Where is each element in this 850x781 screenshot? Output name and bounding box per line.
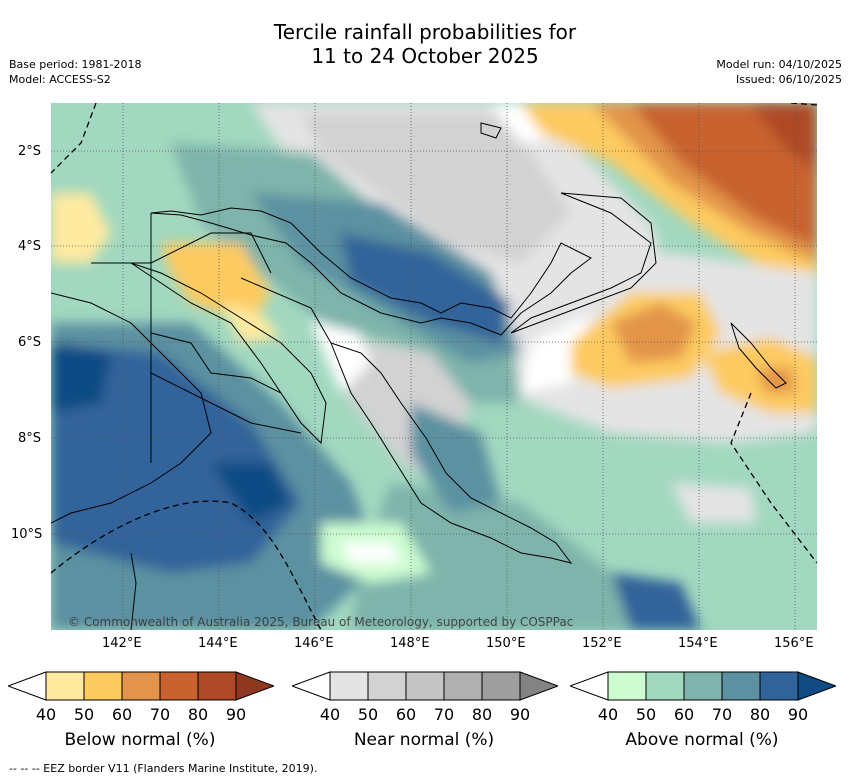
meta-right: Model run: 04/10/2025 Issued: 06/10/2025 [716,57,842,87]
lat-label-4s: 4°S [18,239,42,254]
lat-label-8s: 8°S [18,431,42,446]
coastlines [51,122,787,630]
colorbar-segment [607,671,647,701]
colorbar-above-normal [570,671,836,701]
above-normal-strong [341,233,511,343]
colorbar-segment [83,671,123,701]
colorbar-segment [683,671,723,701]
graticule [51,103,817,630]
base-period: Base period: 1981-2018 [9,58,142,71]
colorbar-segment [367,671,407,701]
colorbar-title-below: Below normal (%) [64,730,216,750]
colorbar-segment [197,671,237,701]
colorbar-extend-low [292,671,331,701]
colorbar-segment [121,671,161,701]
lon-label-154e: 154°E [678,636,718,651]
new-guinea-coast [150,207,592,336]
copyright-text: © Commonwealth of Australia 2025, Bureau… [68,615,573,629]
colorbar-tick-label: 40 [319,705,341,724]
rainfall-probability-map: © Commonwealth of Australia 2025, Bureau… [51,103,817,630]
colorbar-segment [443,671,483,701]
model-run: Model run: 04/10/2025 [716,58,842,71]
lon-label-156e: 156°E [774,636,814,651]
lon-label-144e: 144°E [198,636,238,651]
colorbar-tick-label: 60 [111,705,133,724]
new-britain [510,192,657,334]
lon-label-142e: 142°E [102,636,142,651]
colorbar-near-normal [292,671,558,701]
colorbar-title-near: Near normal (%) [353,730,495,750]
colorbar-extend-high [235,671,274,701]
cape-york [130,552,137,630]
title-line-2: 11 to 24 October 2025 [311,44,539,68]
lon-label-146e: 146°E [294,636,334,651]
colorbar-tick-label: 90 [787,705,809,724]
colorbar-tick-label: 60 [395,705,417,724]
colorbar-segment [45,671,85,701]
lat-label-2s: 2°S [18,144,42,159]
eez-borders [51,103,817,630]
colorbar-extend-low [8,671,47,701]
colorbar-extend-low [570,671,609,701]
colorbar-tick-label: 70 [149,705,171,724]
west-coast [51,292,212,524]
colorbar-segment [405,671,445,701]
meta-left: Base period: 1981-2018 Model: ACCESS-S2 [9,57,141,87]
colorbar-extend-high [519,671,558,701]
above-normal-south [351,483,691,630]
colorbar-tick-label: 50 [73,705,95,724]
above-normal-southwest-core [51,343,301,573]
colorbar-title-above: Above normal (%) [625,730,779,750]
lat-label-10s: 10°S [11,527,43,542]
colorbar-segment [645,671,685,701]
colorbar-tick-label: 80 [471,705,493,724]
colorbar-tick-label: 40 [597,705,619,724]
lon-label-150e: 150°E [486,636,526,651]
bougainville [730,322,787,389]
admin-borders [91,213,332,463]
colorbar-tick-label: 90 [225,705,247,724]
colorbar-segment [329,671,369,701]
colorbar-tick-label: 50 [635,705,657,724]
colorbar-tick-label: 70 [711,705,733,724]
lon-label-148e: 148°E [390,636,430,651]
papuan-peninsula [330,342,573,564]
colorbar-extend-high [797,671,836,701]
colorbar-segment [721,671,761,701]
near-normal-southeast [671,483,756,523]
new-ireland [480,122,502,139]
colorbar-tick-label: 90 [509,705,531,724]
colorbar-tick-label: 50 [357,705,379,724]
colorbar-segment [759,671,799,701]
below-normal-west [51,193,111,263]
below-normal-ne-strong [631,103,817,248]
colorbar-tick-label: 40 [35,705,57,724]
colorbar-tick-label: 80 [187,705,209,724]
above-normal-southwest-strong [51,343,111,413]
probability-field [51,103,817,630]
model-name: Model: ACCESS-S2 [9,73,111,86]
eez-footnote: -- -- -- EEZ border V11 (Flanders Marine… [9,762,318,775]
title-line-1: Tercile rainfall probabilities for [273,20,577,44]
colorbar-tick-label: 70 [433,705,455,724]
colorbar-segment [159,671,199,701]
gulf-coast [130,262,327,445]
colorbar-tick-label: 60 [673,705,695,724]
lat-label-6s: 6°S [18,335,42,350]
issued-date: Issued: 06/10/2025 [735,73,842,86]
colorbar-tick-label: 80 [749,705,771,724]
colorbar-below-normal [8,671,274,701]
map-title: Tercile rainfall probabilities for 11 to… [0,20,850,68]
colorbar-segment [481,671,521,701]
near-normal-north-core [301,113,571,263]
below-normal-nw-interior [161,243,271,323]
lon-label-152e: 152°E [582,636,622,651]
